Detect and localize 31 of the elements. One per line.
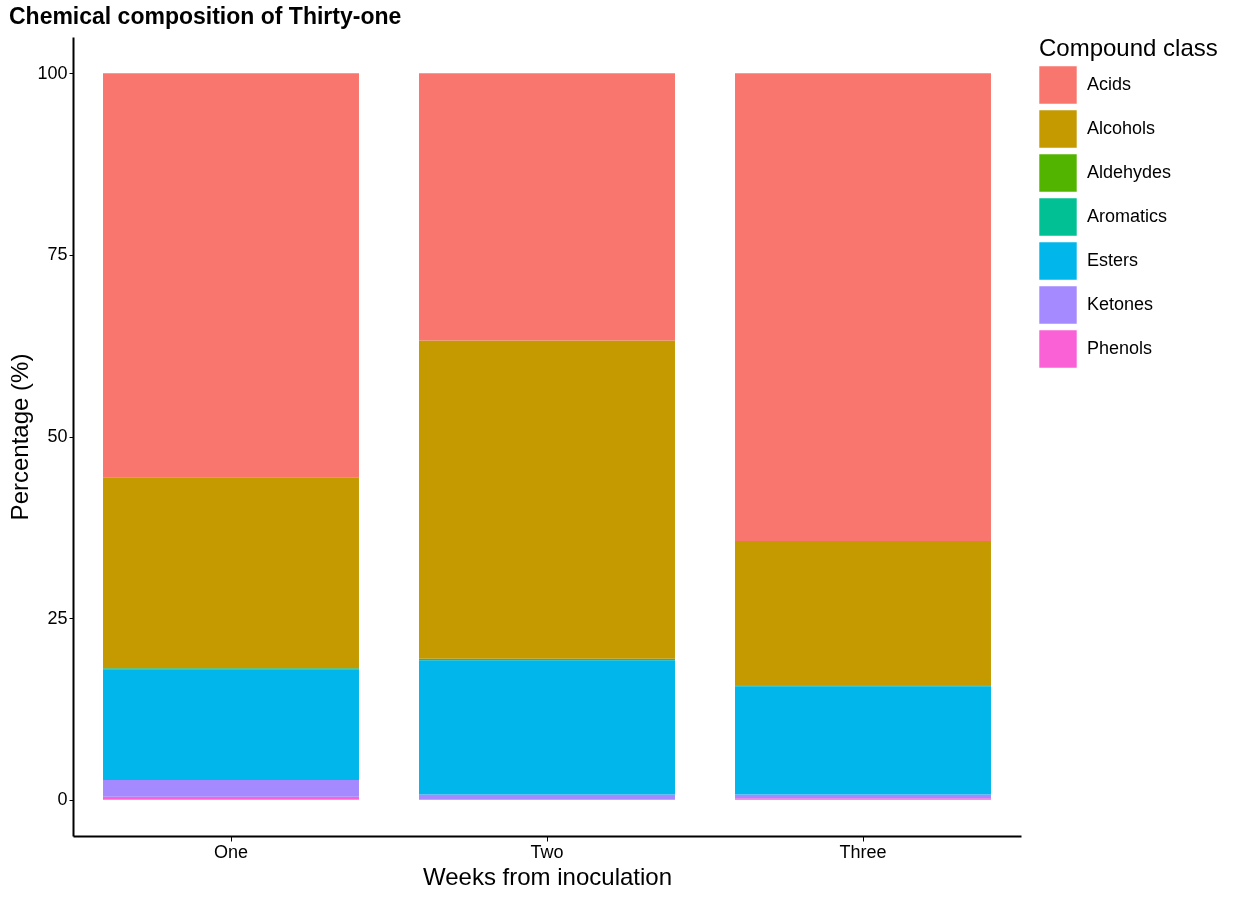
x-axis-title: Weeks from inoculation [423,862,672,890]
x-tick-label: One [213,841,249,862]
legend-label: Phenols [1087,338,1153,358]
legend-label: Aromatics [1087,206,1168,226]
legend-title: Compound class [1039,34,1218,61]
legend-label: Alcohols [1087,118,1156,138]
bar [103,780,359,797]
bar [103,477,359,669]
bar [735,686,991,795]
bar [419,660,675,795]
bar [419,794,675,799]
y-tick-label: 0 [57,789,68,810]
x-tick-label: Two [530,841,564,862]
y-axis-title: Percentage (%) [6,353,34,521]
bar [419,340,675,659]
x-tick-label: Three [839,841,887,862]
legend-label: Ketones [1087,294,1154,314]
legend-label: Esters [1087,250,1139,270]
bar [103,796,359,800]
y-tick-label: 100 [37,62,68,83]
bar [735,541,991,685]
bar [419,73,675,341]
y-tick-label: 50 [47,426,68,446]
bar [103,669,359,781]
bar [735,73,991,542]
legend-label: Acids [1087,74,1132,94]
y-tick-label: 75 [47,244,68,265]
legend-label: Aldehydes [1087,162,1172,182]
y-tick-label: 25 [47,607,68,628]
bar [103,73,359,478]
chart-title: Chemical composition of Thirty-one [8,3,402,29]
